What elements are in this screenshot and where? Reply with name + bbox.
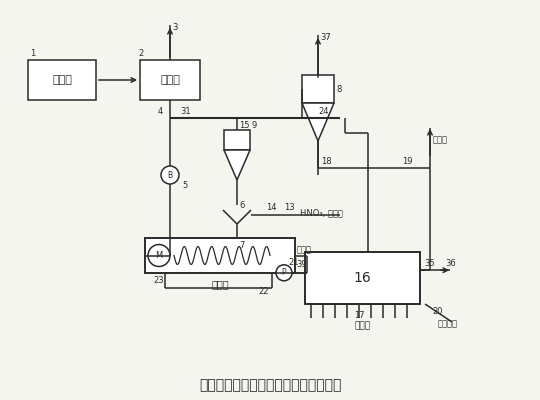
Text: 36: 36 xyxy=(445,259,456,268)
Text: P: P xyxy=(282,268,286,277)
Text: M: M xyxy=(156,251,163,260)
Text: 3: 3 xyxy=(172,24,177,32)
Text: 造粒机: 造粒机 xyxy=(211,279,229,289)
Text: HNO₃, 水溶液: HNO₃, 水溶液 xyxy=(300,208,343,218)
Text: 2: 2 xyxy=(138,48,143,58)
Text: 6: 6 xyxy=(239,200,245,210)
Text: 疙粒子: 疙粒子 xyxy=(297,245,312,254)
Text: 14: 14 xyxy=(266,202,276,212)
Text: 5: 5 xyxy=(182,180,187,190)
Text: 袋滤器: 袋滤器 xyxy=(160,75,180,85)
Text: 8: 8 xyxy=(336,84,341,94)
Text: 1: 1 xyxy=(30,48,35,58)
Text: 16: 16 xyxy=(354,271,372,285)
Text: 31: 31 xyxy=(180,106,191,116)
Text: B: B xyxy=(167,170,173,180)
Text: 13: 13 xyxy=(284,202,295,212)
Polygon shape xyxy=(224,150,250,180)
Text: 39: 39 xyxy=(296,260,307,269)
Text: 17: 17 xyxy=(354,312,365,320)
Bar xyxy=(28,60,96,100)
Circle shape xyxy=(276,265,292,281)
Text: 9: 9 xyxy=(252,122,257,130)
Polygon shape xyxy=(302,103,334,141)
Text: 15: 15 xyxy=(239,122,249,130)
Bar xyxy=(224,130,250,150)
Text: 20: 20 xyxy=(432,308,442,316)
Circle shape xyxy=(161,166,179,184)
Text: 火燃气: 火燃气 xyxy=(354,322,370,330)
Text: 23: 23 xyxy=(153,276,164,285)
Text: 4: 4 xyxy=(158,108,163,116)
Text: 24: 24 xyxy=(318,106,328,116)
Bar xyxy=(140,60,200,100)
Text: 22: 22 xyxy=(258,286,268,296)
Bar xyxy=(305,252,420,304)
Text: 37: 37 xyxy=(320,34,330,42)
Text: 炭黑产品: 炭黑产品 xyxy=(438,320,458,328)
Text: 7: 7 xyxy=(239,242,245,250)
Text: 烟道气: 烟道气 xyxy=(433,136,448,144)
Text: 35: 35 xyxy=(424,259,435,268)
Text: 19: 19 xyxy=(402,158,413,166)
Circle shape xyxy=(148,244,170,266)
Bar xyxy=(145,238,295,273)
Text: 18: 18 xyxy=(321,158,332,166)
Text: 硝酸水溶液造粒吹扫气循环预氧化流程: 硝酸水溶液造粒吹扫气循环预氧化流程 xyxy=(199,378,341,392)
Text: 21: 21 xyxy=(288,258,299,267)
Text: 反应炉: 反应炉 xyxy=(52,75,72,85)
Bar xyxy=(302,75,334,103)
